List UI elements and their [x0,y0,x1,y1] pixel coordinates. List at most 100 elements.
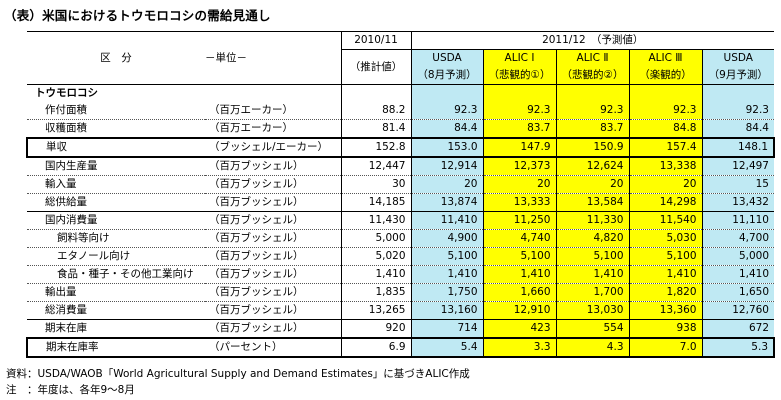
cell-value: 554 [555,319,629,339]
cell-value: 1,410 [555,265,629,284]
cell-value: 11,330 [555,211,629,230]
row-label: 期末在庫率 [26,337,205,358]
cell-value: 81.4 [340,119,411,139]
cell-value: 12,910 [482,301,556,320]
row-unit: （百万ブッシェル） [205,265,341,284]
cell-value: 20 [482,175,556,194]
cell-value: 1,410 [410,265,483,284]
table-title: （表）米国におけるトウモロコシの需給見通し [4,8,271,23]
cell-value: 147.9 [482,137,556,158]
cell-value: 1,820 [628,283,702,302]
cell-value: 1,410 [628,265,702,284]
cell-value: 5,000 [701,247,774,266]
row-label: 総消費量 [27,301,205,320]
row-label: 輸出量 [27,283,205,302]
row-unit: （百万ブッシェル） [205,193,341,212]
cell-value: 84.4 [701,119,774,139]
row-label: 作付面積 [27,102,205,120]
table-row: 総供給量 （百万ブッシェル） 14,185 13,874 13,333 13,584 14,… [27,193,774,212]
cell-value: 13,360 [628,301,702,320]
cell-value: 11,250 [482,211,556,230]
table-row: 作付面積 （百万エーカー） 88.2 92.3 92.3 92.3 92.3 92.3 [27,102,774,120]
cell-value: 672 [701,319,774,339]
section-title: トウモロコシ [27,84,205,102]
col-header-alic-3: ALIC Ⅲ （楽観的） [628,49,702,85]
cell-value: 5.3 [701,337,775,358]
cell-value: 11,540 [628,211,702,230]
year-2011-header: 2011/12 （予測値） [410,31,774,50]
table-row: 飼料等向け （百万ブッシェル） 5,000 4,900 4,740 4,820 5,030 4… [27,229,774,248]
year-2010-header: 2010/11 [340,31,411,50]
cell-value: 938 [628,319,702,339]
row-unit: （百万エーカー） [205,119,341,139]
cell-value: 12,914 [410,157,483,176]
cell-value: 12,373 [482,157,556,176]
cell-value: 92.3 [628,102,702,120]
cell-value: 4,740 [482,229,556,248]
row-unit: （パーセント） [205,337,341,358]
cell-value: 83.7 [555,119,629,139]
row-label: 期末在庫 [27,319,205,339]
header-row-1: 区 分 －単位－ 2010/11 2011/12 （予測値） [27,31,774,85]
cell-value: 13,030 [555,301,629,320]
cell-value: 12,447 [340,157,411,176]
cell-value: 5.4 [410,337,483,358]
cell-value: 1,660 [482,283,556,302]
cell-value: 4.3 [555,337,629,358]
cell-value: 4,900 [410,229,483,248]
cell-value: 5,030 [628,229,702,248]
estimate-col-header: （推計値） [340,49,411,85]
row-unit: （百万ブッシェル） [205,229,341,248]
table-row: エタノール向け （百万ブッシェル） 5,020 5,100 5,100 5,100 5,10… [27,247,774,266]
row-unit: （百万ブッシェル） [205,301,341,320]
cell-value: 5,100 [628,247,702,266]
cell-value: 1,410 [701,265,774,284]
cell-value: 12,624 [555,157,629,176]
cell-value: 92.3 [410,102,483,120]
cell-value: 1,410 [482,265,556,284]
table-row: 輸出量 （百万ブッシェル） 1,835 1,750 1,660 1,700 1,820 1,6… [27,283,774,302]
cell-value: 7.0 [628,337,702,358]
cell-value: 3.3 [482,337,556,358]
header-row-2: （推計値） USDA （8月予測） ALIC Ⅰ （悲観的①） ALIC Ⅱ （… [27,49,774,85]
cell-value: 6.9 [340,337,411,358]
table-row: 期末在庫 （百万ブッシェル） 920 714 423 554 938 672 [27,319,774,339]
row-unit: （百万ブッシェル） [205,211,341,230]
row-label: 輸入量 [27,175,205,194]
cell-value: 1,835 [340,283,411,302]
row-unit: （百万ブッシェル） [205,247,341,266]
cell-value: 11,430 [340,211,411,230]
cell-value: 84.8 [628,119,702,139]
cell-value: 5,000 [340,229,411,248]
cell-value: 13,333 [482,193,556,212]
cell-value: 15 [701,175,774,194]
unit-label: －単位－ [205,51,247,64]
cell-value: 13,265 [340,301,411,320]
cell-value: 5,100 [555,247,629,266]
cell-value: 714 [410,319,483,339]
table-row: 国内消費量 （百万ブッシェル） 11,430 11,410 11,250 11,330 11… [27,211,774,230]
cell-value: 13,584 [555,193,629,212]
table-row: 総消費量 （百万ブッシェル） 13,265 13,160 12,910 13,030 13,… [27,301,774,320]
col-header-alic-1: ALIC Ⅰ （悲観的①） [482,49,556,85]
cell-value: 92.3 [701,102,774,120]
col-header-usda-sep: USDA （9月予測） [701,49,774,85]
cell-value: 153.0 [410,137,483,158]
cell-value: 150.9 [555,137,629,158]
table-row: 期末在庫率 （パーセント） 6.9 5.4 3.3 4.3 7.0 5.3 [26,337,775,358]
table-row: 国内生産量 （百万ブッシェル） 12,447 12,914 12,373 12,624 13… [27,157,774,176]
cell-value: 11,410 [410,211,483,230]
cell-value: 5,020 [340,247,411,266]
cell-value: 4,820 [555,229,629,248]
period-note: 注 ：年度は、各年9～8月 [6,384,135,396]
cell-value: 13,338 [628,157,702,176]
cell-value: 1,700 [555,283,629,302]
cell-value: 920 [340,319,411,339]
row-unit: （ブッシェル/エーカー） [205,137,341,158]
cell-value: 5,100 [482,247,556,266]
table-row: 単収 （ブッシェル/エーカー） 152.8 153.0 147.9 150.9 157.4 1… [26,137,775,158]
cell-value: 14,185 [340,193,411,212]
cell-value: 5,100 [410,247,483,266]
row-label: 収穫面積 [27,119,205,139]
cell-value: 12,760 [701,301,774,320]
